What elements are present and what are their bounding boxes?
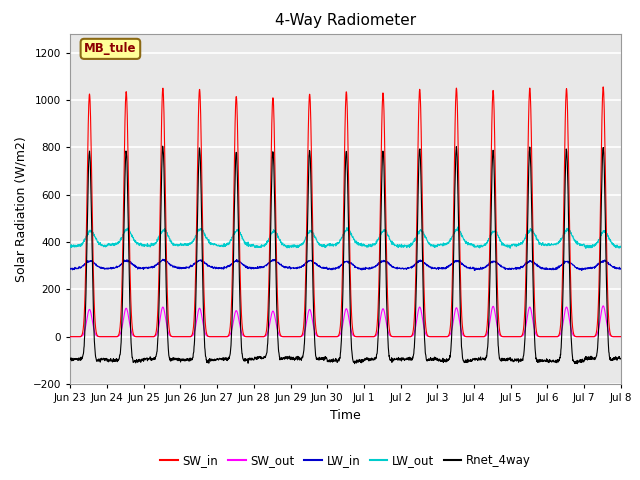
X-axis label: Time: Time (330, 408, 361, 421)
Text: MB_tule: MB_tule (84, 42, 137, 55)
Title: 4-Way Radiometer: 4-Way Radiometer (275, 13, 416, 28)
Y-axis label: Solar Radiation (W/m2): Solar Radiation (W/m2) (15, 136, 28, 282)
Legend: SW_in, SW_out, LW_in, LW_out, Rnet_4way: SW_in, SW_out, LW_in, LW_out, Rnet_4way (156, 449, 536, 472)
